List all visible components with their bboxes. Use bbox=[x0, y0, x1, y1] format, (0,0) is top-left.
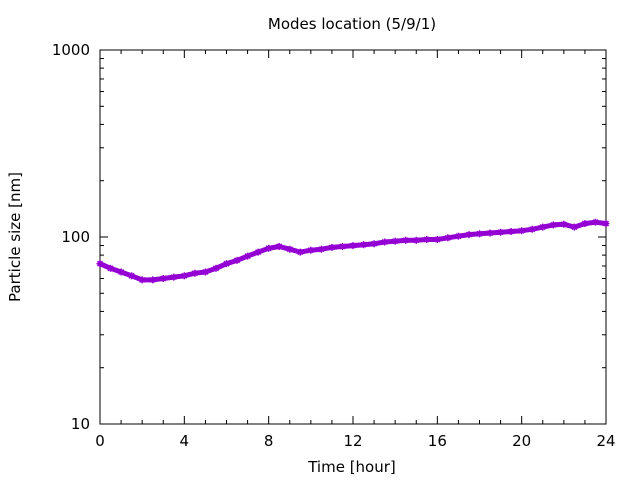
data-point bbox=[560, 220, 568, 228]
data-point bbox=[433, 235, 441, 243]
data-point bbox=[170, 273, 178, 281]
series-layer bbox=[96, 218, 610, 284]
data-point bbox=[317, 245, 325, 253]
x-axis-label: Time [hour] bbox=[307, 458, 396, 476]
data-point bbox=[444, 234, 452, 242]
data-point bbox=[296, 248, 304, 256]
data-point bbox=[412, 236, 420, 244]
data-point bbox=[307, 246, 315, 254]
data-point bbox=[328, 243, 336, 251]
data-point bbox=[138, 276, 146, 284]
data-point bbox=[244, 252, 252, 260]
x-tick-label: 12 bbox=[343, 432, 362, 450]
data-point bbox=[423, 235, 431, 243]
x-tick-labels: 0 4 8 12 16 20 24 bbox=[95, 432, 615, 450]
data-point bbox=[128, 272, 136, 280]
data-point bbox=[96, 260, 104, 268]
data-point bbox=[233, 256, 241, 264]
data-point bbox=[107, 264, 115, 272]
data-point bbox=[391, 237, 399, 245]
data-point bbox=[191, 269, 199, 277]
data-point bbox=[180, 272, 188, 280]
data-point bbox=[360, 241, 368, 249]
data-point bbox=[381, 238, 389, 246]
data-point bbox=[286, 245, 294, 253]
data-point bbox=[518, 227, 526, 235]
y-axis-label: Particle size [nm] bbox=[6, 172, 24, 302]
x-tick-label: 20 bbox=[512, 432, 531, 450]
data-point bbox=[149, 276, 157, 284]
chart-title: Modes location (5/9/1) bbox=[268, 15, 436, 33]
data-point bbox=[402, 236, 410, 244]
data-point bbox=[349, 242, 357, 250]
data-point bbox=[201, 268, 209, 276]
data-point bbox=[549, 221, 557, 229]
data-point bbox=[370, 240, 378, 248]
axis-ticks bbox=[99, 49, 607, 425]
data-point bbox=[254, 248, 262, 256]
x-tick-label: 0 bbox=[95, 432, 105, 450]
data-point bbox=[528, 225, 536, 233]
x-tick-label: 24 bbox=[596, 432, 615, 450]
data-point bbox=[159, 274, 167, 282]
data-point bbox=[497, 228, 505, 236]
data-point bbox=[507, 228, 515, 236]
data-point bbox=[454, 232, 462, 240]
data-point bbox=[581, 220, 589, 228]
data-point bbox=[476, 230, 483, 238]
y-tick-label: 100 bbox=[61, 228, 90, 246]
data-point bbox=[539, 223, 547, 231]
data-point bbox=[602, 220, 610, 228]
x-tick-label: 16 bbox=[428, 432, 447, 450]
x-tick-label: 8 bbox=[264, 432, 274, 450]
data-point bbox=[265, 244, 273, 252]
data-point bbox=[212, 264, 220, 272]
y-tick-label: 1000 bbox=[52, 41, 90, 59]
data-point bbox=[223, 260, 230, 268]
data-point bbox=[117, 268, 125, 276]
x-tick-label: 4 bbox=[180, 432, 190, 450]
y-tick-label: 10 bbox=[71, 415, 90, 433]
data-point bbox=[465, 231, 473, 239]
y-tick-labels: 10 100 1000 bbox=[52, 41, 90, 433]
data-point bbox=[338, 242, 346, 250]
data-point bbox=[486, 229, 494, 237]
data-point bbox=[275, 242, 283, 250]
data-point bbox=[570, 223, 578, 231]
plot-frame bbox=[99, 49, 607, 425]
data-point bbox=[591, 218, 599, 226]
